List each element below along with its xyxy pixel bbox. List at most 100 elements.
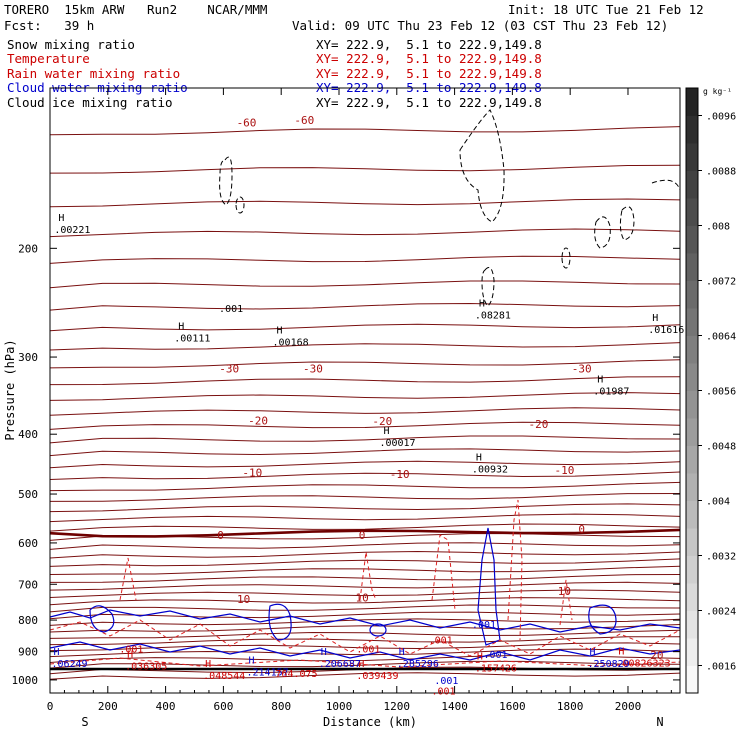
- cloud-water-max-marker: H: [321, 647, 327, 658]
- snow-max-value: .00932: [472, 465, 508, 476]
- temperature-label: -10: [554, 464, 574, 477]
- rain-max-value: .039439: [356, 671, 398, 682]
- snow-contour: [594, 216, 611, 249]
- colorbar-band: [686, 610, 698, 639]
- y-tick-label: 400: [18, 428, 38, 441]
- rain-max-value: .157426: [475, 663, 517, 674]
- colorbar-tick-label: .0072: [706, 277, 736, 288]
- temperature-label: -10: [390, 468, 410, 481]
- isotherm-line: [49, 503, 681, 513]
- x-tick-label: 1200: [384, 700, 411, 713]
- x-tick-label: 1000: [326, 700, 353, 713]
- temperature-label: 0: [359, 529, 366, 542]
- isotherm-line: [49, 471, 681, 480]
- snow-contour: [561, 247, 571, 269]
- isotherm-line: [49, 323, 681, 332]
- temperature-label: -60: [237, 116, 257, 129]
- cloud-water-contour: [477, 527, 501, 646]
- y-tick-label: 1000: [12, 674, 39, 687]
- isotherm-line: [49, 493, 681, 502]
- temperature-label: 10: [558, 585, 571, 598]
- isotherm-line: [49, 604, 681, 613]
- isotherm-line: [49, 581, 681, 591]
- cloud-water-max-value: .06249: [51, 659, 87, 670]
- cloud-water-max-value: .206687: [319, 659, 361, 670]
- rain-max-value: .00826323: [616, 658, 670, 669]
- colorbar-tick-label: .0032: [706, 552, 736, 563]
- isotherm-line: [49, 624, 681, 633]
- colorbar-band: [686, 638, 698, 666]
- snow-max-marker: H: [383, 426, 389, 437]
- contour-label: .001: [431, 686, 455, 697]
- plot-frame: [49, 87, 681, 694]
- cloud-water-contour: [49, 641, 681, 661]
- isotherm-line: [49, 342, 681, 351]
- rain-max-marker: H: [127, 650, 133, 661]
- temperature-label: 0: [217, 529, 224, 542]
- temperature-label: -20: [248, 414, 268, 427]
- rain-contour: [49, 657, 681, 668]
- cloud-water-max-value: .214157: [247, 667, 289, 678]
- rain-max-marker: H: [477, 651, 483, 662]
- colorbar-band: [686, 170, 698, 199]
- colorbar-tick-label: .0088: [706, 167, 736, 178]
- x-tick-label: 1800: [557, 700, 584, 713]
- isotherm-line: [49, 126, 681, 136]
- colorbar-tick-label: .008: [706, 222, 730, 233]
- isotherm-line: [49, 164, 681, 174]
- snow-contour: [481, 267, 495, 307]
- snow-max-value: .00221: [54, 225, 90, 236]
- isotherm-line: [49, 565, 681, 576]
- colorbar-tick-label: .0056: [706, 387, 736, 398]
- colorbar-band: [686, 253, 698, 281]
- legend-xy-rain: XY= 222.9, 5.1 to 222.9,149.8: [316, 66, 542, 81]
- cloud-water-max-marker: H: [249, 655, 255, 666]
- header-valid-time: Valid: 09 UTC Thu 23 Feb 12 (03 CST Thu …: [292, 18, 669, 33]
- snow-contour: [219, 156, 233, 206]
- snow-max-marker: H: [652, 313, 658, 324]
- isotherm-line: [49, 228, 681, 238]
- colorbar-band: [686, 88, 698, 116]
- snow-max-value: .00111: [174, 334, 210, 345]
- isotherm-line: [49, 280, 681, 289]
- contour-label: .001: [472, 620, 496, 631]
- temperature-label: -30: [572, 362, 592, 375]
- cloud-water-contour: [369, 623, 387, 637]
- rain-max-value: .036305: [125, 662, 167, 673]
- contour-label: .001: [119, 645, 143, 656]
- x-tick-label: 1400: [441, 700, 468, 713]
- isotherm-line: [49, 255, 681, 264]
- cloud-water-max-value: .250829: [588, 659, 630, 670]
- temperature-label: -10: [242, 466, 262, 479]
- snow-contour: [651, 179, 681, 191]
- cloud-water-contour: [588, 604, 617, 635]
- isotherm-line: [49, 629, 681, 639]
- contour-label: .001: [483, 650, 507, 661]
- legend-xy-temperature: XY= 222.9, 5.1 to 222.9,149.8: [316, 51, 542, 66]
- snow-max-value: .01987: [593, 387, 629, 398]
- header-model-line: TORERO 15km ARW Run2 NCAR/MMM: [4, 2, 268, 17]
- y-tick-label: 900: [18, 646, 38, 659]
- cloud-water-contour: [49, 609, 681, 633]
- y-tick-label: 700: [18, 578, 38, 591]
- snow-max-value: .00017: [379, 438, 415, 449]
- legend-label-snow: Snow mixing ratio: [7, 37, 135, 52]
- colorbar-band: [686, 665, 698, 694]
- snow-contour: [459, 109, 505, 223]
- colorbar-band: [686, 225, 698, 254]
- isotherm-line: [49, 407, 681, 416]
- snow-contour: [619, 206, 635, 241]
- colorbar-band: [686, 555, 698, 584]
- isotherm-line: [49, 523, 681, 532]
- isotherm-line: [49, 448, 681, 457]
- colorbar-band: [686, 198, 698, 226]
- rain-contour: [359, 551, 377, 601]
- rain-contour: [431, 534, 456, 611]
- colorbar-tick-label: .0016: [706, 662, 736, 673]
- rain-contour: [559, 579, 573, 626]
- contour-label: .001: [434, 676, 458, 687]
- colorbar-band: [686, 583, 698, 611]
- isotherm-line: [49, 376, 681, 386]
- isotherm-line: [49, 611, 681, 620]
